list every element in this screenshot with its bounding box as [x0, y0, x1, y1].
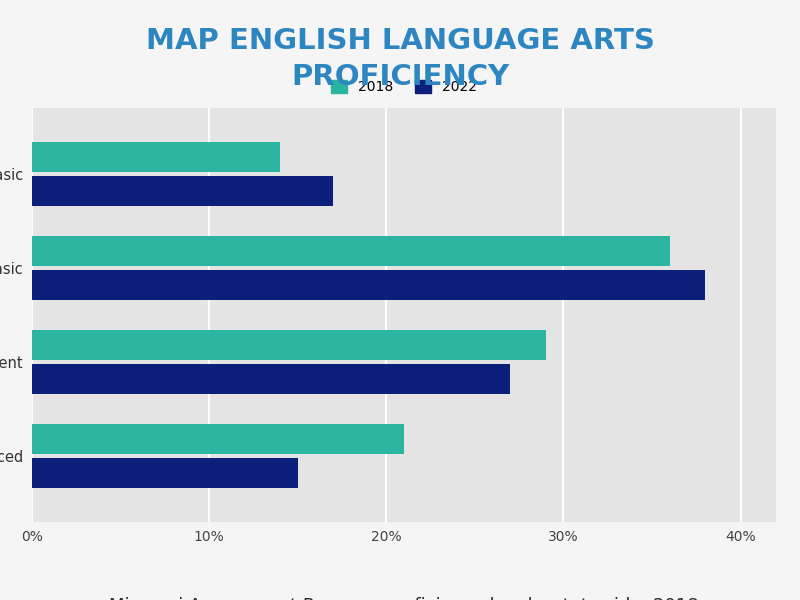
Text: PROFICIENCY: PROFICIENCY	[291, 63, 509, 91]
Text: MAP ENGLISH LANGUAGE ARTS: MAP ENGLISH LANGUAGE ARTS	[146, 27, 654, 55]
Legend: 2018, 2022: 2018, 2022	[325, 75, 483, 100]
Bar	[32, 270, 705, 300]
Bar	[32, 176, 333, 206]
Bar	[32, 458, 298, 488]
Bar	[32, 424, 404, 454]
Bar	[32, 364, 510, 394]
Bar	[32, 330, 546, 360]
Text: Missouri Assessment Program proficiency levels, statewide, 2018
and 2022: Missouri Assessment Program proficiency …	[110, 596, 698, 600]
Bar	[32, 142, 280, 172]
Bar	[32, 236, 670, 266]
